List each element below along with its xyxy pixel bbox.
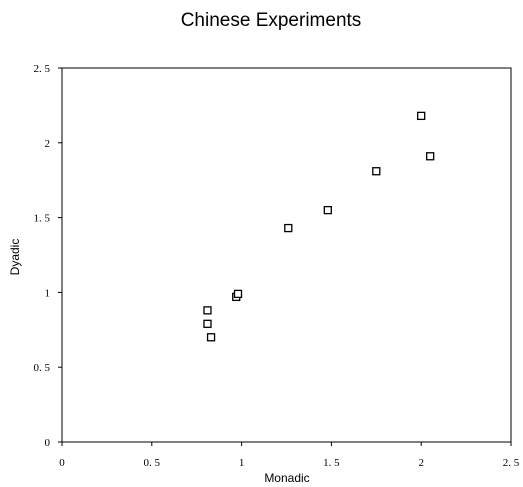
data-point-square bbox=[203, 306, 212, 315]
y-tick-label: 2 bbox=[45, 138, 51, 150]
plot-area bbox=[61, 67, 512, 443]
x-tick-label: 0 bbox=[59, 457, 65, 469]
y-axis-label: Dyadic bbox=[8, 239, 22, 276]
y-tick-label: 0 bbox=[45, 437, 51, 449]
x-axis-label: Monadic bbox=[264, 471, 309, 485]
x-tick-label: 2 bbox=[418, 457, 424, 469]
chart-title: Chinese Experiments bbox=[181, 10, 362, 31]
x-tick-label: 2. 5 bbox=[503, 457, 520, 469]
data-point-square bbox=[233, 289, 243, 299]
data-point-square bbox=[203, 319, 212, 328]
x-tick-label: 0. 5 bbox=[144, 457, 161, 469]
x-tick-label: 1. 5 bbox=[323, 457, 340, 469]
data-point-square bbox=[284, 223, 293, 233]
data-point-square bbox=[206, 333, 216, 342]
data-point-square bbox=[426, 152, 435, 161]
y-tick-label: 2. 5 bbox=[34, 63, 51, 75]
data-point-square bbox=[323, 205, 332, 215]
plot-frame bbox=[62, 67, 512, 442]
y-tick-label: 1 bbox=[45, 287, 51, 299]
x-tick-label: 1 bbox=[239, 457, 245, 469]
axis-ticks: 0 0. 5 1 1. 5 2 2. 5 0 0. 5 1 1. 5 2 2. 5 bbox=[34, 63, 520, 469]
data-point-square bbox=[417, 111, 426, 121]
y-tick-label: 0. 5 bbox=[34, 362, 51, 374]
y-tick-label: 1. 5 bbox=[34, 213, 51, 225]
data-point-square bbox=[372, 167, 381, 176]
data-points bbox=[203, 111, 435, 342]
